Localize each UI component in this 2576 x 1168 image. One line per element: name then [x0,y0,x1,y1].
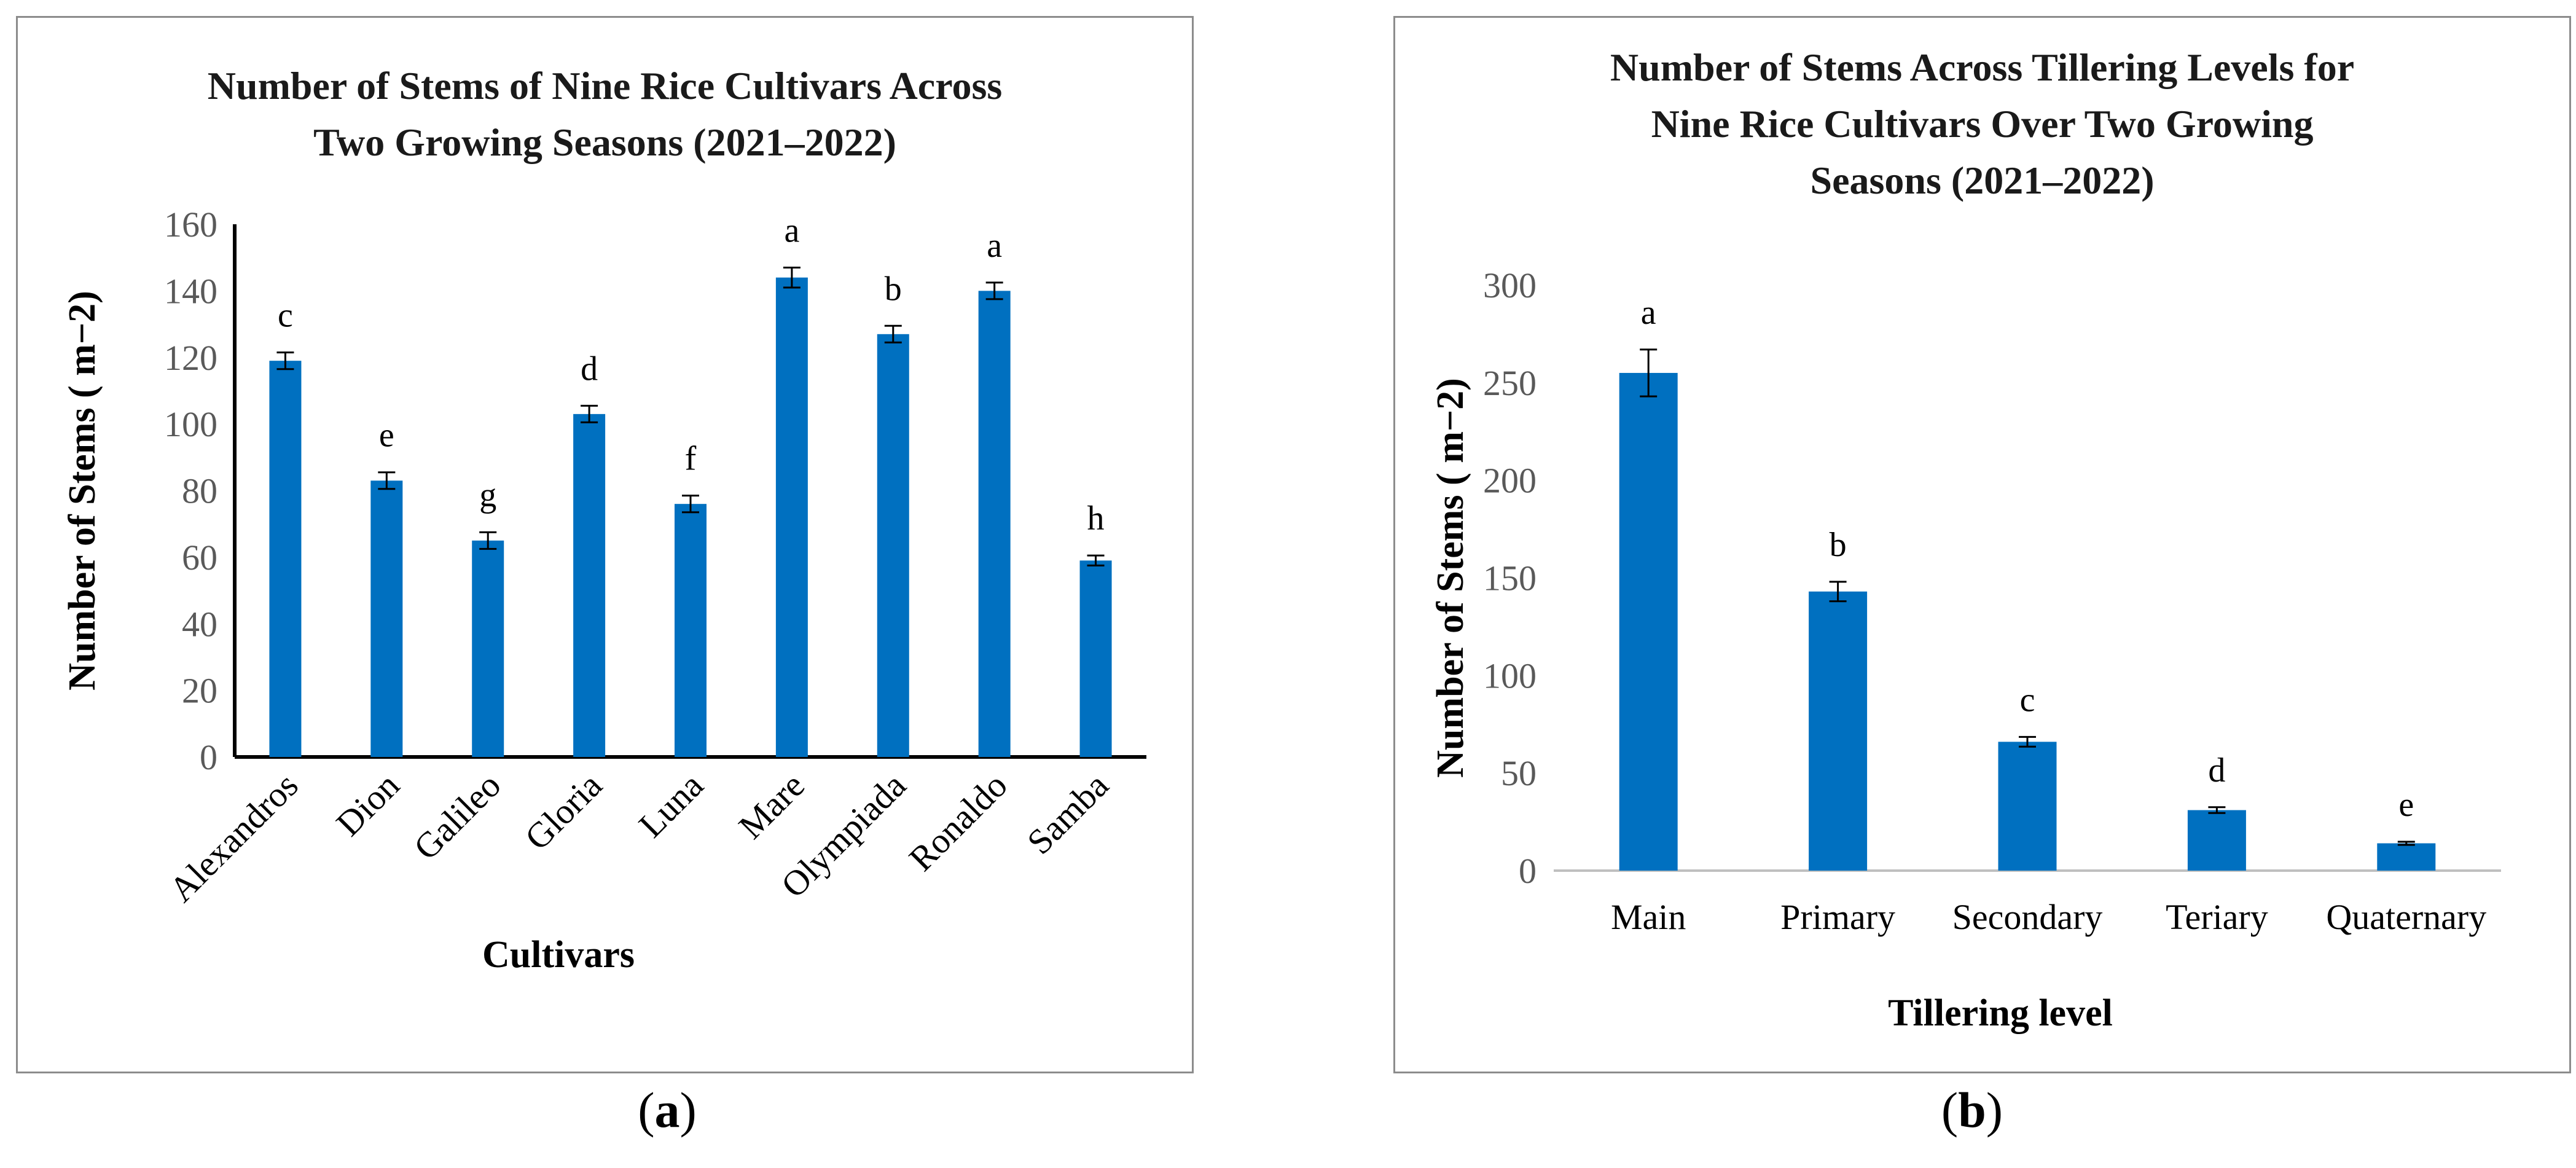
chart-b-x-axis-title: Tillering level [1888,992,2113,1034]
chart-a-y-tick-label: 120 [164,338,217,378]
chart-b-x-tick-label: Primary [1780,897,1895,937]
chart-b-bar-teriary [2187,810,2246,871]
chart-a-significance-letter: a [784,211,799,249]
chart-b-x-tick-label: Teriary [2166,897,2268,937]
chart-a-x-tick-label: Samba [1019,765,1116,862]
chart-b-significance-letter: b [1830,526,1847,564]
chart-b-significance-letter: a [1641,294,1656,332]
chart-b-bar-main [1619,372,1678,871]
chart-b-y-tick-label: 50 [1501,753,1537,793]
chart-a-significance-letter: a [987,227,1002,265]
chart-a-bar-ronaldo [978,291,1011,757]
chart-b-y-axis-title: Number of Stems ( m−2) [1430,378,1471,778]
chart-a-svg: 0 20 40 60 80 100 120 140 160 c Alexandros e Dion g Ga… [61,205,1146,976]
chart-a-bar-mare [775,277,808,757]
chart-b-y-tick-label: 200 [1483,461,1537,501]
chart-a-y-tick-label: 160 [164,205,217,245]
chart-a-y-tick-label: 40 [182,604,217,644]
chart-b-y-tick-label: 0 [1519,851,1537,891]
chart-a-x-tick-label: Gloria [517,765,610,858]
chart-b-x-tick-label: Quaternary [2326,897,2486,937]
chart-a-significance-letter: c [278,297,293,335]
chart-panel-b: Number of Stems Across Tillering Levels … [1393,16,2571,1073]
chart-a-significance-letter: h [1087,500,1105,538]
chart-b-bar-quaternary [2377,843,2436,871]
chart-a-significance-letter: e [379,417,394,455]
chart-a-y-tick-label: 100 [164,404,217,444]
chart-a-significance-letter: g [479,476,496,514]
chart-a-y-tick-label: 0 [200,737,217,777]
chart-a-x-tick-label: Galileo [406,765,509,868]
chart-b-significance-letter: e [2398,786,2414,824]
chart-a-x-axis-title: Cultivars [482,934,635,976]
chart-b-title: Number of Stems Across Tillering Levels … [1610,45,2355,202]
chart-b-significance-letter: d [2208,751,2225,790]
chart-a-bar-luna [675,504,707,757]
chart-a-significance-letter: d [581,350,598,388]
chart-a-x-tick-label: Luna [631,765,711,845]
chart-b-x-tick-label: Main [1611,897,1686,937]
chart-a-bar-olympiada [877,334,909,757]
chart-b-x-tick-label: Secondary [1952,897,2103,937]
chart-a-bar-galileo [472,540,504,757]
chart-a-x-tick-label: Dion [329,765,407,844]
chart-a-significance-letter: f [685,440,697,478]
chart-a-bar-gloria [573,414,606,757]
chart-a-title: Number of Stems of Nine Rice Cultivars A… [207,64,1003,164]
panel-label-a: (a) [638,1082,697,1138]
chart-panel-a: Number of Stems of Nine Rice Cultivars A… [16,16,1194,1073]
panel-label-b: (b) [1941,1082,2003,1138]
chart-a-bar-dion [370,480,403,757]
chart-a-y-axis-title: Number of Stems ( m−2) [61,291,103,691]
chart-a-bar-samba [1079,560,1112,757]
chart-a-x-tick-label: Mare [731,765,812,846]
chart-a-bar-alexandros [269,361,302,757]
chart-a-y-tick-label: 20 [182,671,217,711]
chart-b-y-tick-label: 300 [1483,265,1537,305]
chart-a-y-tick-label: 60 [182,538,217,578]
chart-a-x-tick-label: Alexandros [162,765,306,909]
chart-a-x-tick-label: Ronaldo [901,765,1015,879]
chart-a-y-tick-label: 80 [182,471,217,511]
chart-a-significance-letter: b [885,270,902,308]
chart-b-y-tick-label: 100 [1483,656,1537,696]
chart-b-y-tick-label: 250 [1483,363,1537,403]
chart-a-y-tick-label: 140 [164,271,217,311]
chart-b-bar-primary [1809,591,1868,871]
chart-b-significance-letter: c [2020,681,2035,719]
chart-b-svg: 0 50 100 150 200 250 300 a Main b Primary c Secondar… [1430,265,2501,1034]
chart-b-y-tick-label: 150 [1483,559,1537,598]
chart-b-bar-secondary [1998,742,2057,871]
